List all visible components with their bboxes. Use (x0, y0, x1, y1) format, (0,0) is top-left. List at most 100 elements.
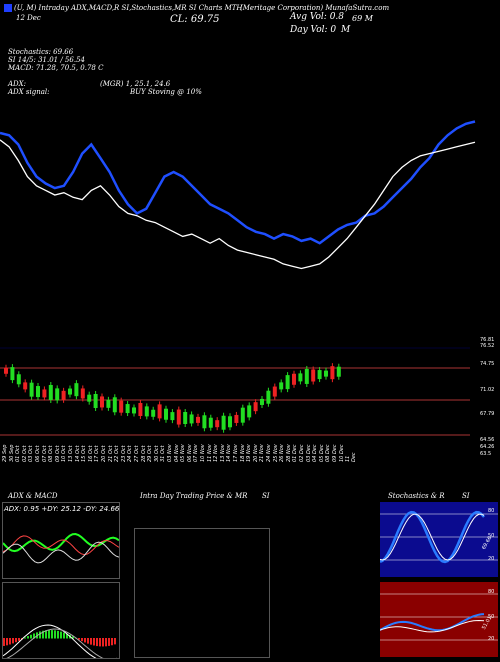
candle-body (170, 412, 175, 421)
date-label: 28 Oct (140, 445, 147, 462)
stoch-level-80: 80 (488, 508, 495, 514)
date-label: 13 Nov (219, 444, 226, 462)
adx-signal-label: ADX signal: (8, 88, 50, 96)
price-label-0: 76.81 (480, 337, 495, 343)
macd-histogram-bar (42, 630, 44, 639)
candle-body (298, 373, 303, 382)
date-label: 02 Dec (299, 444, 305, 462)
candle-body (106, 399, 111, 408)
date-label: 29 Sep (2, 444, 8, 462)
adx-values: (MGR) 1, 25.1, 24.6 (100, 80, 171, 88)
candle-body (176, 409, 181, 425)
candle-body (336, 366, 341, 377)
candle-body (215, 420, 220, 428)
macd-histogram-bar (114, 638, 116, 645)
macd-histogram-bar (105, 638, 107, 647)
macd-histogram-bar (96, 638, 98, 647)
ticker-line: (U, M) Intraday ADX,MACD,R SI,Stochastic… (14, 4, 243, 12)
date-label: 07 Nov (193, 444, 200, 462)
macd-histogram-bar (45, 630, 47, 639)
adx-label: ADX: (8, 80, 27, 88)
candle-body (189, 414, 194, 424)
candle-body (260, 398, 264, 405)
candle-body (138, 403, 143, 416)
candle-body (279, 382, 284, 390)
price-label-5: 64.56 (480, 437, 495, 443)
date-label: 28 Nov (285, 444, 292, 462)
macd-histogram-bar (57, 630, 59, 639)
candle-body (266, 390, 271, 404)
candle-body (208, 417, 213, 428)
candle-body (68, 388, 72, 395)
candle-body (317, 370, 322, 380)
date-label: 14 Oct (74, 445, 81, 462)
date-label: 03 Nov (167, 444, 173, 462)
date-label: 06 Oct (35, 445, 41, 462)
candle-body (240, 407, 245, 423)
date-label: 26 Nov (279, 444, 286, 462)
date-label: 10 Dec (338, 444, 345, 462)
candle-body (55, 388, 60, 401)
adx-minus-di (2, 535, 120, 556)
adx-line (2, 541, 120, 564)
date-label: 13 Oct (68, 445, 74, 462)
date-label: 08 Oct (48, 445, 55, 462)
rsi-readout: SI 14/5: 31.01 / 56.54 (8, 56, 85, 64)
date-label: 03 Dec (305, 444, 312, 462)
macd-histogram-bar (48, 630, 50, 639)
candle-body (16, 374, 21, 385)
candle-body (202, 415, 207, 429)
date-label: 25 Nov (272, 444, 279, 462)
date-label: 21 Nov (259, 444, 266, 462)
candle-body (87, 394, 92, 402)
rsi-panel (379, 582, 498, 657)
date-label: 01 Oct (15, 445, 22, 462)
macd-histogram-bar (72, 636, 74, 639)
date-label: 10 Oct (61, 445, 68, 462)
macd-histogram-bar (90, 638, 92, 645)
candle-body (285, 375, 290, 390)
avg-vol: Avg Vol: 0.8 (290, 12, 345, 22)
candle-body (247, 405, 252, 418)
date-label: 12 Nov (213, 444, 220, 462)
macd-histogram-bar (15, 638, 17, 643)
date-label: 22 Oct (114, 445, 121, 462)
stoch-k-line (379, 510, 485, 564)
day-vol: Day Vol: 0 (290, 25, 337, 35)
date-label: 14 Nov (226, 444, 233, 462)
date-label: 23 Oct (120, 445, 127, 462)
candle-body (132, 407, 136, 414)
macd-readout: MACD: 71.28, 70.5, 0.78 C (8, 64, 104, 72)
price-candle-panel (0, 347, 470, 436)
macd-histogram-bar (93, 638, 95, 646)
date-label: 11 Nov (206, 444, 213, 462)
candle-body (61, 390, 66, 400)
rsi-level-20: 20 (488, 636, 495, 642)
date-label: 30 Sep (8, 444, 15, 462)
candle-body (221, 415, 226, 430)
price-label-6: 64.26 (480, 444, 495, 450)
date-label: 15 Oct (81, 445, 88, 462)
stoch-level-20: 20 (488, 556, 495, 562)
price-label-3: 71.02 (480, 387, 495, 393)
buy-signal: BUY Stoving @ 10% (130, 88, 202, 96)
macd-histogram-bar (39, 631, 41, 639)
date-label: 08 Dec (325, 444, 332, 462)
macd-signal-line (2, 628, 118, 662)
macd-histogram-bar (51, 630, 53, 639)
macd-histogram-bar (30, 634, 32, 639)
candle-body (304, 368, 309, 384)
date-label: 09 Dec (332, 444, 338, 462)
candle-body (272, 386, 277, 397)
intraday-panel (134, 528, 270, 658)
macd-histogram-bar (81, 638, 83, 642)
date-label: 09 Oct (54, 445, 61, 462)
adx-panel-title: ADX & MACD (8, 492, 58, 500)
adx-readout: ADX: 0.95 +DY: 25.12 -DY: 24.66 (4, 505, 120, 513)
adx-panel (2, 502, 120, 579)
price-label-7: 63.5 (480, 451, 492, 457)
date-label: 29 Oct (147, 445, 154, 462)
candle-body (125, 404, 130, 414)
main-line-chart (0, 120, 476, 270)
date-axis: 29 Sep 30 Sep 01 Oct 02 Oct 03 Oct 06 Oct 07 O… (0, 440, 360, 480)
